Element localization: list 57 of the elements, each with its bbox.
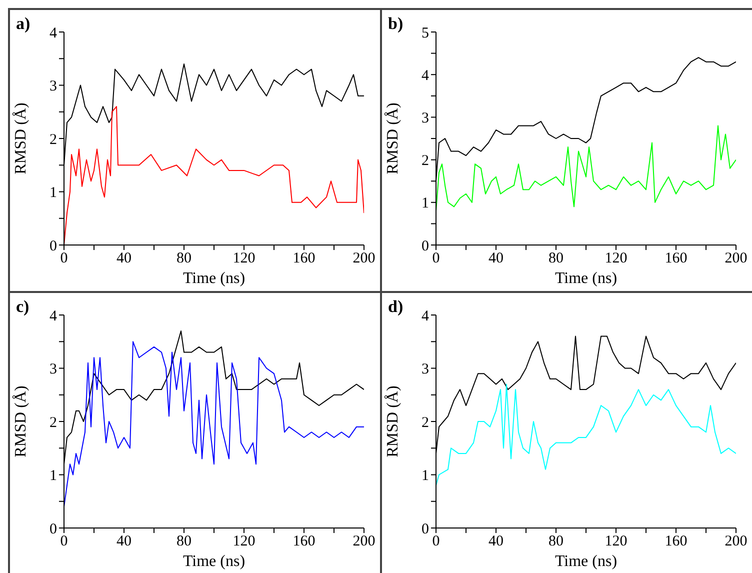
x-tick-label: 120 (604, 250, 628, 267)
y-tick-label: 2 (50, 414, 57, 431)
y-tick-label: 2 (50, 132, 57, 148)
x-tick-label: 80 (548, 250, 564, 267)
chart-title: c) (16, 297, 30, 317)
y-tick-label: 0 (422, 238, 429, 254)
y-tick-label: 1 (422, 468, 429, 484)
x-tick-label: 160 (292, 250, 316, 267)
x-tick-label: 40 (488, 534, 504, 550)
x-tick-label: 160 (664, 250, 688, 267)
y-tick-label: 4 (422, 308, 430, 324)
x-tick-label: 0 (432, 534, 440, 550)
y-tick-label: 4 (50, 25, 58, 42)
y-tick-label: 4 (50, 308, 58, 324)
y-tick-label: 5 (422, 25, 429, 42)
x-axis-title: Time (ns) (182, 270, 246, 287)
y-tick-label: 1 (50, 185, 57, 202)
x-tick-label: 160 (664, 534, 688, 550)
y-tick-label: 2 (422, 414, 429, 431)
y-tick-label: 0 (422, 521, 429, 538)
y-tick-label: 3 (50, 78, 57, 95)
x-axis-title: Time (ns) (554, 553, 618, 570)
y-tick-label: 1 (50, 468, 57, 484)
y-tick-label: 4 (422, 68, 430, 84)
y-axis-title: RMSD (Å) (384, 102, 402, 174)
chart-title: b) (388, 14, 404, 34)
x-tick-label: 200 (352, 250, 376, 267)
y-tick-label: 3 (422, 362, 429, 378)
y-tick-label: 0 (50, 238, 57, 254)
x-tick-label: 120 (232, 534, 256, 550)
y-tick-label: 3 (50, 362, 57, 378)
y-tick-label: 1 (422, 196, 429, 212)
x-tick-label: 160 (292, 534, 316, 550)
x-axis-title: Time (ns) (182, 553, 246, 570)
chart-title: a) (16, 14, 30, 34)
x-tick-label: 200 (352, 534, 376, 550)
x-tick-label: 40 (116, 250, 132, 267)
chart-title: d) (388, 297, 404, 317)
x-tick-label: 0 (60, 250, 68, 267)
x-tick-label: 40 (488, 250, 504, 267)
y-axis-title: RMSD (Å) (12, 386, 30, 458)
x-tick-label: 40 (116, 534, 132, 550)
x-tick-label: 120 (604, 534, 628, 550)
y-axis-title: RMSD (Å) (12, 102, 30, 174)
x-tick-label: 80 (176, 534, 192, 550)
x-axis-title: Time (ns) (554, 270, 618, 287)
y-tick-label: 0 (50, 521, 57, 538)
x-tick-label: 120 (232, 250, 256, 267)
y-tick-label: 3 (422, 110, 429, 127)
x-tick-label: 200 (724, 534, 748, 550)
x-tick-label: 200 (724, 250, 748, 267)
x-tick-label: 0 (60, 534, 68, 550)
x-tick-label: 0 (432, 250, 440, 267)
x-tick-label: 80 (548, 534, 564, 550)
y-tick-label: 2 (422, 153, 429, 170)
x-tick-label: 80 (176, 250, 192, 267)
y-axis-title: RMSD (Å) (384, 386, 402, 458)
